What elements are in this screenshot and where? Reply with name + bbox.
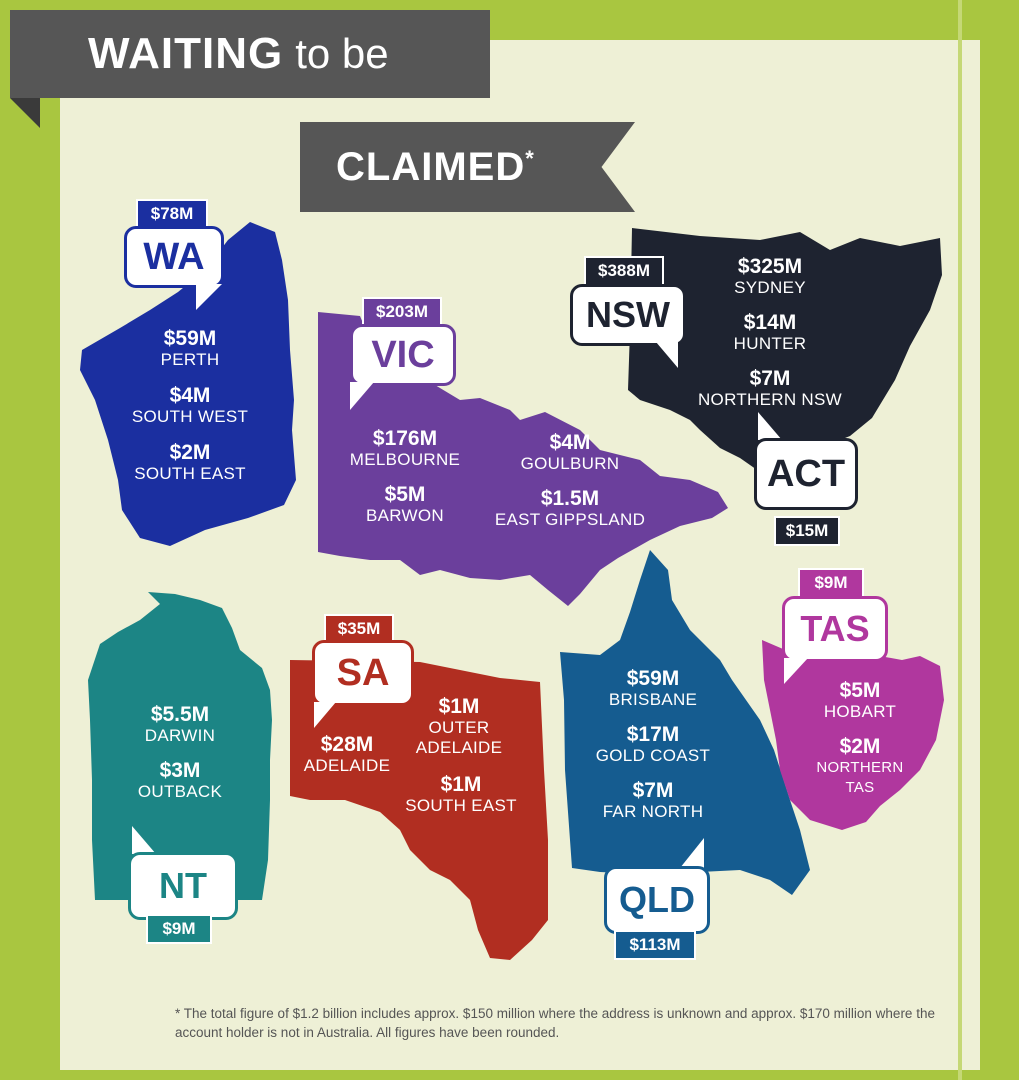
tas-region-northern-tas: $2M NORTHERN TAS	[816, 735, 904, 797]
act-label-callout: ACT	[754, 438, 858, 510]
act-callout-tail	[758, 412, 782, 440]
qld-label-callout: QLD	[604, 866, 710, 934]
wa-total-badge: $78M	[136, 199, 208, 229]
nsw-label-callout: NSW	[570, 284, 686, 346]
vic-total-badge: $203M	[362, 297, 442, 327]
title-bold: WAITING	[88, 29, 284, 78]
tas-callout-tail	[784, 658, 808, 684]
nsw-total-badge: $388M	[584, 256, 664, 286]
nsw-callout-tail	[656, 342, 678, 368]
sa-callout-tail	[314, 702, 336, 728]
nsw-shape	[628, 228, 942, 480]
vic-region-east-gippsland: $1.5M EAST GIPPSLAND	[494, 487, 646, 530]
tas-total-badge: $9M	[798, 568, 864, 598]
sa-label-callout: SA	[312, 640, 414, 706]
tas-shape	[762, 640, 944, 830]
act-total-badge: $15M	[774, 516, 840, 546]
wa-callout-tail	[196, 284, 222, 310]
sa-region-outer-adelaide: $1M OUTER ADELAIDE	[415, 695, 503, 758]
nsw-region-sydney: $325M SYDNEY	[734, 255, 806, 298]
nsw-region-hunter: $14M HUNTER	[733, 311, 807, 354]
nt-label-callout: NT	[128, 852, 238, 920]
title-ribbon-1: WAITING to be	[10, 10, 490, 98]
tas-region-hobart: $5M HOBART	[823, 679, 897, 722]
nt-callout-tail	[132, 826, 156, 854]
wa-label-callout: WA	[124, 226, 224, 288]
nt-region-outback: $3M OUTBACK	[137, 759, 223, 802]
wa-region-south-east: $2M SOUTH EAST	[134, 441, 246, 484]
wa-region-perth: $59M PERTH	[160, 327, 220, 370]
panel-edge	[958, 0, 962, 1080]
nt-total-badge: $9M	[146, 914, 212, 944]
title-ribbon-2: CLAIMED *	[300, 122, 635, 212]
vic-label-callout: VIC	[350, 324, 456, 386]
nsw-region-northern-nsw: $7M NORTHERN NSW	[697, 367, 842, 410]
title-claimed: CLAIMED	[336, 144, 526, 189]
vic-region-melbourne: $176M MELBOURNE	[349, 427, 461, 470]
wa-region-south-west: $4M SOUTH WEST	[131, 384, 249, 427]
qld-total-badge: $113M	[614, 930, 696, 960]
qld-shape	[560, 550, 810, 895]
vic-region-barwon: $5M BARWON	[366, 483, 444, 526]
title-asterisk: *	[525, 146, 534, 171]
vic-region-goulburn: $4M GOULBURN	[520, 431, 620, 474]
qld-callout-tail	[680, 838, 704, 868]
qld-region-brisbane: $59M BRISBANE	[608, 667, 698, 710]
nt-shape	[88, 592, 272, 900]
qld-region-far-north: $7M FAR NORTH	[602, 779, 704, 822]
title-rest: to be	[295, 30, 389, 77]
wa-shape	[80, 222, 296, 546]
nt-region-darwin: $5.5M DARWIN	[144, 703, 216, 746]
sa-total-badge: $35M	[324, 614, 394, 644]
vic-callout-tail	[350, 382, 374, 410]
sa-shape	[290, 660, 548, 960]
tas-label-callout: TAS	[782, 596, 888, 662]
qld-region-gold-coast: $17M GOLD COAST	[595, 723, 711, 766]
sa-region-south-east: $1M SOUTH EAST	[405, 773, 517, 816]
footnote: * The total figure of $1.2 billion inclu…	[175, 1006, 935, 1040]
sa-region-adelaide: $28M ADELAIDE	[303, 733, 391, 776]
